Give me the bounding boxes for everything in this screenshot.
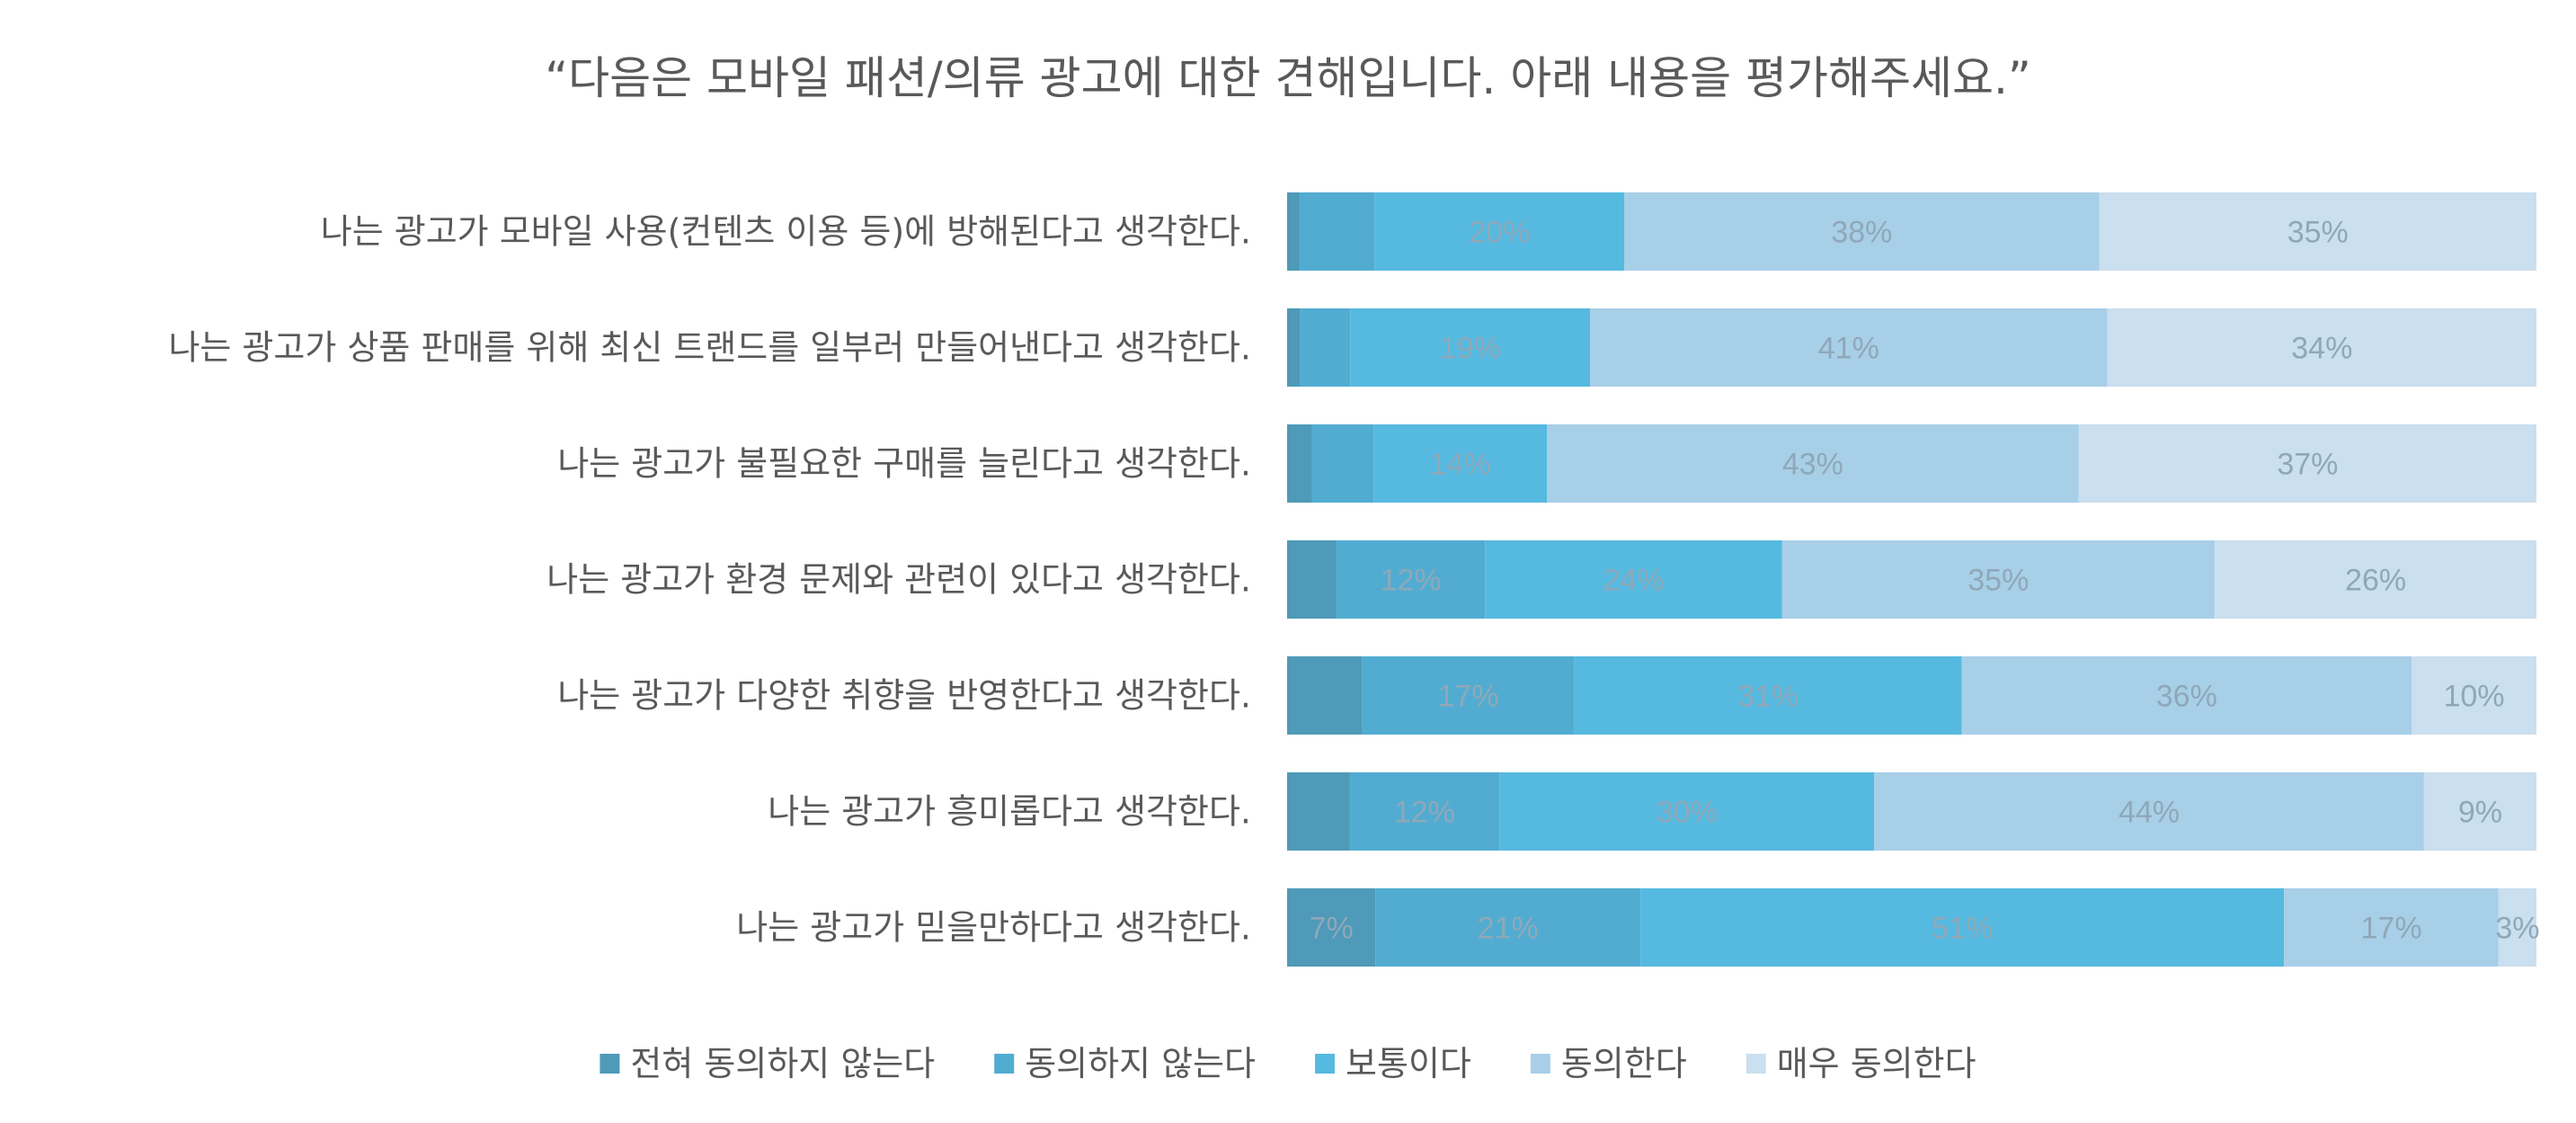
data-label: 38% [1831,216,1892,250]
data-label: 31% [1737,680,1799,714]
legend: 전혀 동의하지 않는다 동의하지 않는다 보통이다 동의한다 매우 동의한다 [600,1044,1976,1083]
bar-segment [1373,424,1548,503]
legend-swatch [1745,1054,1766,1074]
bar-segment [1287,656,1363,735]
bar-segment [1300,308,1351,387]
data-label: 12% [1381,564,1442,598]
bar-segment [1287,772,1350,851]
bar-segment [1350,308,1590,387]
data-label: 35% [2287,216,2349,250]
bar-segment [1781,540,2216,619]
data-label: 26% [2345,564,2406,598]
legend-swatch [1530,1054,1550,1074]
legend-swatch [994,1054,1015,1074]
category-label: 나는 광고가 다양한 취향을 반영한다고 생각한다. [557,676,1251,716]
data-label: 3% [2495,912,2539,946]
bar-segment [1362,656,1575,735]
bar-segment [1287,192,1300,271]
bar-segment [2498,888,2536,967]
category-labels: 나는 광고가 모바일 사용(컨텐츠 이용 등)에 방해된다고 생각한다. 나는 광… [168,212,1251,948]
legend-label: 매우 동의한다 [1777,1044,1976,1083]
legend-item: 동의한다 [1530,1044,1687,1083]
bar-segment [1499,772,1875,851]
legend-item: 동의하지 않는다 [994,1044,1256,1083]
category-label: 나는 광고가 흥미롭다고 생각한다. [768,792,1251,832]
data-label: 21% [1478,912,1539,946]
data-label: 41% [1818,332,1879,366]
bar-segment [2215,540,2536,619]
bar-segment [1485,540,1782,619]
data-label: 9% [2458,796,2502,830]
bar-segment [1624,192,2100,271]
data-label: 37% [2277,448,2338,482]
data-label: 36% [2156,680,2217,714]
data-label: 20% [1469,216,1530,250]
bar-segment [1574,656,1962,735]
bar-segment [1311,424,1374,503]
data-label: 34% [2291,332,2352,366]
data-label: 24% [1603,564,1664,598]
legend-item: 매우 동의한다 [1745,1044,1976,1083]
bar-segment [1287,424,1312,503]
legend-item: 전혀 동의하지 않는다 [600,1044,935,1083]
data-label: 51% [1932,912,1993,946]
category-label: 나는 광고가 불필요한 구매를 늘린다고 생각한다. [557,444,1251,484]
legend-label: 전혀 동의하지 않는다 [630,1044,935,1083]
category-label: 나는 광고가 모바일 사용(컨텐츠 이용 등)에 방해된다고 생각한다. [321,212,1251,252]
bar-segment [1961,656,2412,735]
chart-title: “다음은 모바일 패션/의류 광고에 대한 견해입니다. 아래 내용을 평가해주… [545,52,2031,104]
legend-label: 동의한다 [1561,1044,1687,1083]
data-label: 43% [1782,448,1843,482]
bar-segment [1374,192,1625,271]
bar-segment [2099,192,2536,271]
bar-segment [1287,888,1376,967]
legend-swatch [600,1054,620,1074]
data-label: 10% [2443,680,2504,714]
data-label: 44% [2119,796,2180,830]
category-label: 나는 광고가 상품 판매를 위해 최신 트랜드를 일부러 만들어낸다고 생각한다… [168,328,1251,368]
bar-segment [2107,308,2536,387]
bar-segment [2412,656,2536,735]
category-label: 나는 광고가 환경 문제와 관련이 있다고 생각한다. [546,560,1251,600]
bar-segment [1375,888,1641,967]
legend-label: 보통이다 [1346,1044,1471,1083]
bar-segment [1337,540,1486,619]
data-label: 17% [1438,680,1499,714]
bar-segment [2078,424,2536,503]
bars [1287,192,2536,967]
data-label: 7% [1310,912,1354,946]
bar-segment [1547,424,2079,503]
bar-segment [1287,308,1301,387]
data-label: 17% [2361,912,2422,946]
data-labels: 20% 38% 35% 19% 41% 34% 14% 43% 37% 12% 24% 35% 26% 1… [1310,216,2540,946]
bar-segment [1287,540,1337,619]
data-label: 12% [1394,796,1455,830]
bar-segment [1874,772,2424,851]
category-label: 나는 광고가 믿을만하다고 생각한다. [736,908,1251,948]
data-label: 14% [1430,448,1491,482]
bar-segment [1640,888,2285,967]
data-label: 35% [1968,564,2029,598]
bar-segment [1349,772,1500,851]
bar-segment [2423,772,2536,851]
data-label: 19% [1440,332,1501,366]
bar-segment [1299,192,1375,271]
bar-segment [2284,888,2499,967]
legend-swatch [1315,1054,1336,1074]
data-label: 30% [1657,796,1718,830]
legend-label: 동의하지 않는다 [1025,1044,1256,1083]
legend-item: 보통이다 [1315,1044,1471,1083]
bar-segment [1589,308,2108,387]
